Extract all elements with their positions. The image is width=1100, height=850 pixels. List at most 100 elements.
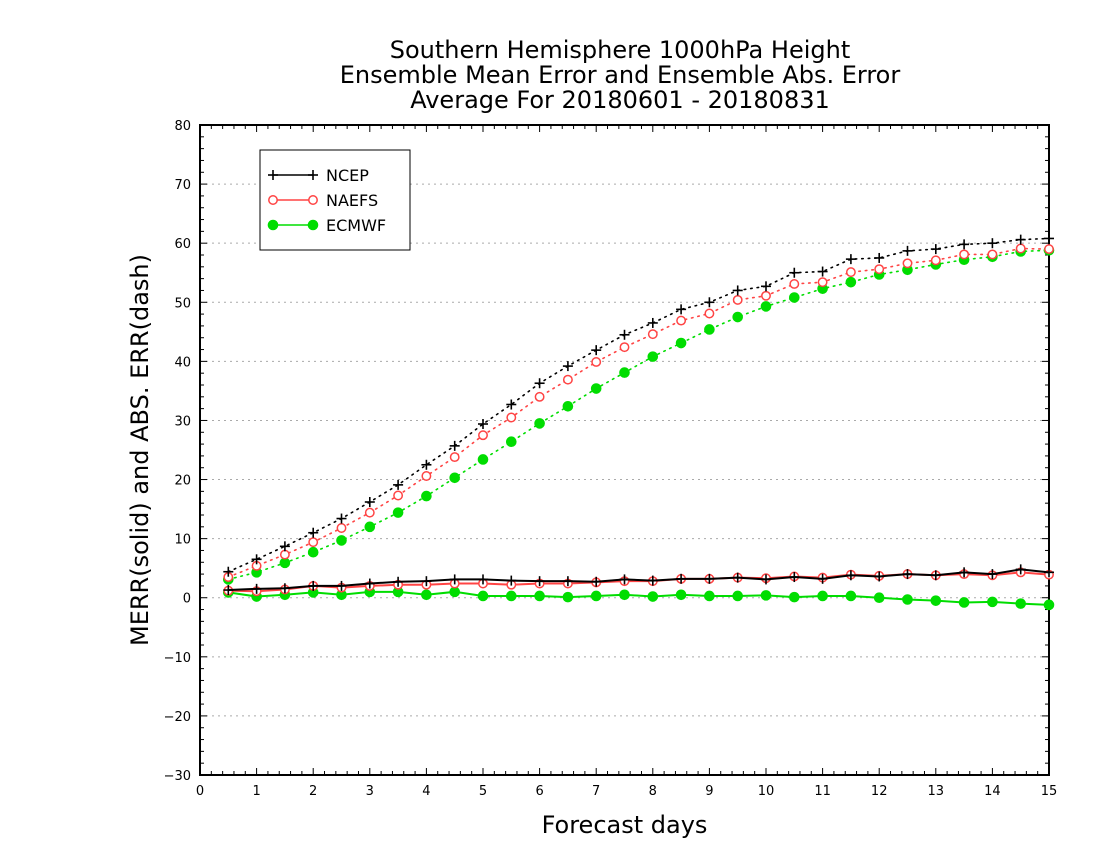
abs-error-point — [930, 255, 941, 266]
abs-error-point — [506, 399, 517, 410]
mean-error-point — [930, 570, 941, 581]
abs-error-point — [534, 391, 545, 402]
legend-marker — [267, 219, 279, 231]
abs-error-line — [227, 249, 1050, 581]
x-tick-label: 13 — [928, 784, 945, 799]
mean-error-point — [675, 589, 687, 601]
abs-error-point — [987, 238, 998, 249]
abs-error-point — [874, 264, 885, 275]
mean-error-point — [959, 567, 970, 578]
abs-error-point — [421, 471, 432, 481]
abs-error-point — [562, 400, 574, 412]
abs-error-point — [845, 276, 857, 288]
x-tick-label: 12 — [871, 784, 888, 799]
mean-error-point — [619, 574, 630, 585]
abs-error-point — [307, 546, 319, 558]
mean-error-point — [1015, 598, 1027, 609]
abs-error-point — [421, 459, 432, 470]
abs-error-point — [1044, 244, 1054, 255]
mean-error-point — [789, 572, 800, 583]
x-tick-label: 4 — [422, 784, 430, 799]
series-ecmwf — [223, 244, 1055, 611]
mean-error-point — [534, 590, 545, 602]
legend-marker — [268, 195, 278, 205]
mean-error-point — [732, 572, 743, 583]
abs-error-point — [591, 345, 602, 356]
abs-error-point — [562, 374, 573, 385]
legend-label: NCEP — [326, 166, 369, 185]
mean-error-point — [958, 597, 970, 608]
mean-error-point — [506, 590, 517, 602]
mean-error-point — [336, 580, 347, 591]
y-tick-label: 60 — [174, 237, 191, 252]
abs-error-point — [704, 308, 715, 319]
mean-error-point — [562, 576, 573, 587]
abs-error-point — [449, 452, 460, 463]
mean-error-point — [251, 583, 262, 594]
abs-error-point — [1015, 243, 1026, 254]
abs-error-point — [1015, 234, 1026, 245]
mean-error-point — [732, 590, 744, 602]
mean-error-point — [591, 576, 602, 587]
abs-error-point — [562, 361, 573, 372]
mean-error-point — [279, 583, 290, 594]
abs-error-point — [732, 294, 743, 305]
abs-error-point — [591, 357, 602, 367]
abs-error-point — [817, 277, 828, 288]
abs-error-point — [647, 329, 658, 340]
x-tick-label: 10 — [758, 784, 775, 799]
abs-error-point — [364, 521, 376, 533]
mean-error-point — [1015, 564, 1026, 575]
x-tick-label: 11 — [814, 784, 831, 799]
chart-title-line: Average For 20180601 - 20180831 — [410, 86, 830, 114]
mean-error-point — [987, 569, 998, 580]
x-tick-label: 9 — [705, 784, 713, 799]
abs-error-point — [477, 454, 489, 465]
abs-error-point — [761, 281, 771, 292]
chart-title-line: Ensemble Mean Error and Ensemble Abs. Er… — [340, 61, 901, 89]
mean-error-point — [590, 590, 602, 602]
abs-error-point — [449, 440, 460, 451]
abs-error-point — [647, 317, 658, 328]
legend-marker — [268, 170, 278, 180]
abs-error-point — [959, 249, 970, 260]
abs-error-line — [227, 247, 1050, 578]
y-tick-label: −20 — [164, 710, 191, 725]
abs-error-point — [789, 279, 800, 289]
abs-error-point — [223, 566, 234, 577]
mean-error-point — [364, 578, 375, 589]
y-tick-label: −30 — [164, 769, 191, 784]
mean-error-point — [421, 589, 432, 601]
abs-error-point — [534, 418, 545, 429]
abs-error-point — [506, 436, 517, 448]
mean-error-point — [1043, 599, 1055, 611]
x-tick-label: 6 — [535, 784, 543, 799]
mean-error-point — [421, 576, 432, 587]
abs-error-point — [478, 430, 488, 441]
mean-error-point — [817, 590, 828, 602]
abs-error-point — [845, 267, 856, 278]
abs-error-point — [534, 378, 545, 389]
x-tick-label: 15 — [1041, 784, 1058, 799]
mean-error-point — [647, 575, 658, 586]
abs-error-point — [336, 535, 347, 546]
abs-error-point — [478, 419, 488, 429]
mean-error-point — [760, 590, 772, 601]
abs-error-point — [619, 329, 630, 340]
abs-error-point — [930, 244, 941, 255]
legend-label: ECMWF — [326, 216, 386, 235]
mean-error-point — [676, 573, 687, 584]
x-tick-label: 8 — [649, 784, 657, 799]
grid-lines — [200, 183, 1049, 717]
abs-error-point — [704, 297, 715, 308]
mean-error-point — [902, 594, 913, 605]
abs-error-point — [251, 554, 262, 565]
legend: NCEP NAEFS ECMWF — [259, 149, 411, 251]
mean-error-line — [228, 590, 1050, 606]
y-tick-label: 80 — [174, 119, 191, 134]
mean-error-point — [845, 570, 856, 581]
abs-error-point — [506, 412, 517, 423]
mean-error-point — [902, 569, 913, 580]
abs-error-point — [845, 254, 856, 265]
abs-error-point — [647, 351, 659, 362]
